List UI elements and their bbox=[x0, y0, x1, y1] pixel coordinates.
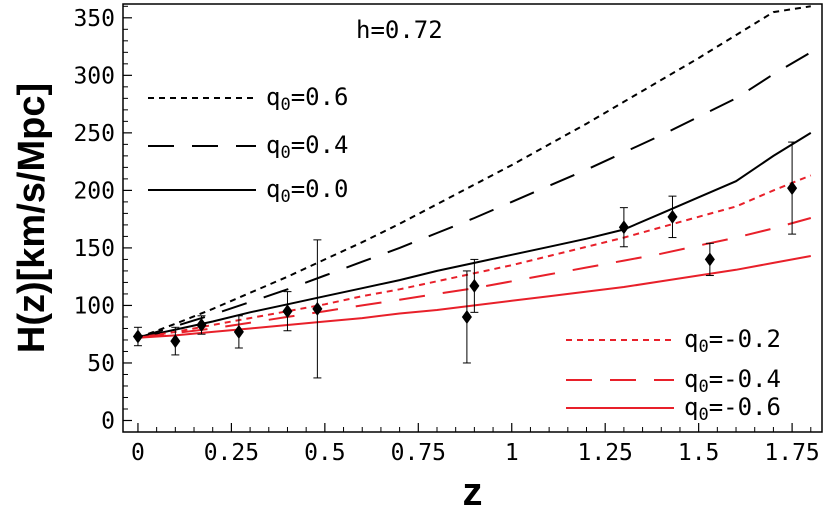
data-point-1 bbox=[132, 329, 143, 344]
curve-2 bbox=[137, 51, 812, 339]
x-axis-ticks: 0 0.25 0.5 0.75 1 1.25 1.5 1.75 bbox=[131, 423, 820, 466]
x-tick-label: 0.75 bbox=[391, 440, 446, 466]
x-tick-label: 0 bbox=[131, 440, 145, 466]
legend-label-1: q0=0.6 bbox=[266, 83, 349, 115]
curve-1 bbox=[137, 5, 811, 339]
data-point-7 bbox=[461, 309, 472, 324]
data-point-10 bbox=[667, 209, 678, 224]
y-axis-label: H(z)[km/s/Mpc] bbox=[11, 83, 53, 353]
legend-label-2: q0=0.4 bbox=[266, 131, 349, 163]
data-markers bbox=[132, 181, 798, 349]
x-tick-label: 0.25 bbox=[204, 440, 259, 466]
annotation-h: h=0.72 bbox=[356, 16, 443, 44]
y-tick-label: 200 bbox=[73, 178, 115, 204]
x-tick-label: 1.75 bbox=[764, 440, 819, 466]
y-tick-label: 50 bbox=[87, 351, 115, 377]
data-point-8 bbox=[469, 278, 480, 293]
x-tick-label: 1 bbox=[505, 440, 519, 466]
legend-label-4: q0=-0.2 bbox=[684, 325, 781, 357]
plot-frame bbox=[122, 3, 823, 433]
legend: q0=0.6 q0=0.4 q0=0.0 q0=-0.2 q0=-0.4q0=-0.6 bbox=[148, 83, 781, 425]
data-point-9 bbox=[618, 220, 629, 235]
data-point-4 bbox=[233, 324, 244, 339]
x-axis-label: z bbox=[463, 470, 483, 512]
data-point-3 bbox=[196, 318, 207, 332]
data-point-11 bbox=[704, 252, 715, 267]
y-axis-ticks: 0 50 100 150 200 250 300 350 bbox=[73, 5, 132, 434]
y-tick-label: 150 bbox=[73, 236, 115, 262]
legend-label-3: q0=0.0 bbox=[266, 175, 349, 207]
y-tick-label: 350 bbox=[73, 6, 115, 32]
x-tick-label: 1.25 bbox=[578, 440, 633, 466]
data-point-5 bbox=[282, 304, 293, 319]
y-tick-label: 0 bbox=[101, 408, 115, 434]
x-tick-label: 0.5 bbox=[304, 440, 346, 466]
data-point-2 bbox=[170, 334, 181, 349]
y-tick-label: 300 bbox=[73, 63, 115, 89]
x-tick-label: 1.5 bbox=[678, 440, 720, 466]
legend-label-6: q0=-0.6 bbox=[684, 393, 781, 425]
legend-label-5: q0=-0.4 bbox=[684, 365, 781, 397]
curve-5 bbox=[137, 217, 812, 339]
y-tick-label: 100 bbox=[73, 293, 115, 319]
data-point-12 bbox=[787, 181, 798, 196]
data-point-6 bbox=[312, 301, 323, 316]
y-tick-label: 250 bbox=[73, 121, 115, 147]
